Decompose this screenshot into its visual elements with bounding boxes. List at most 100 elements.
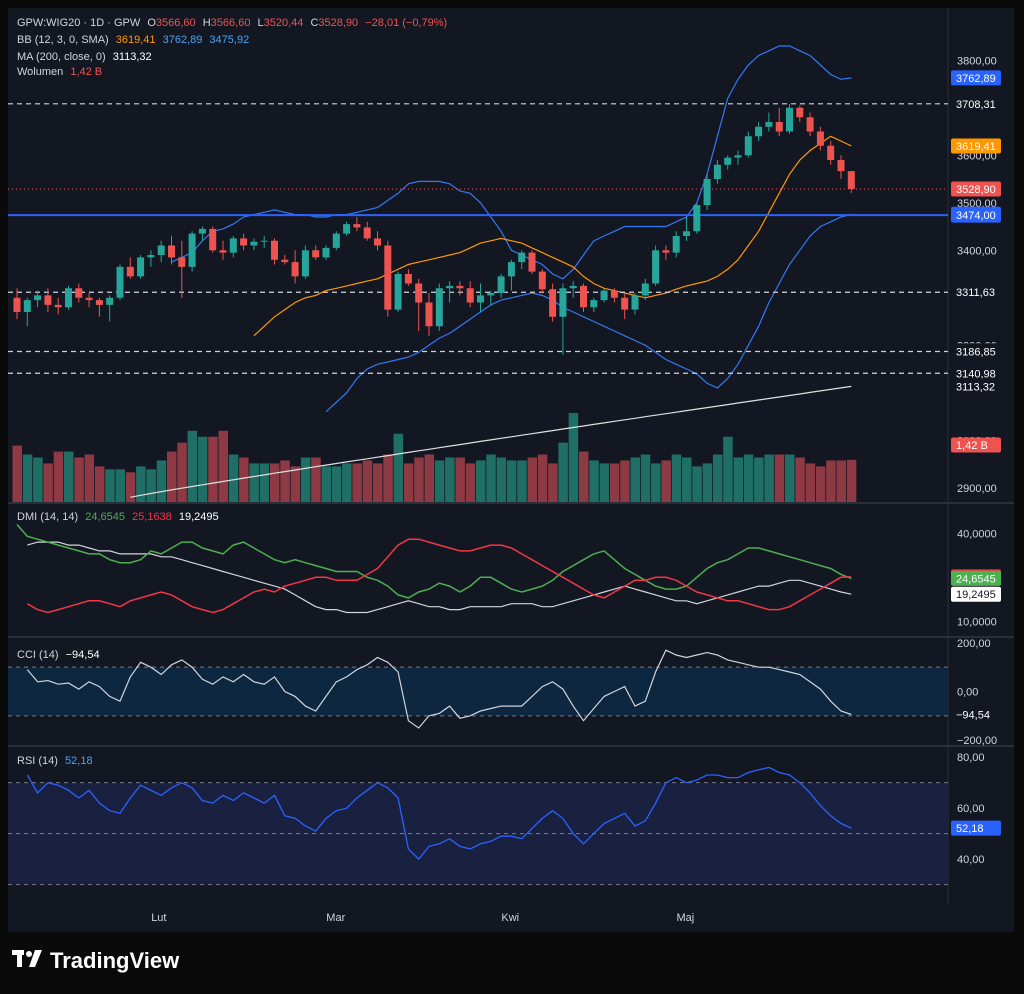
volume-bar — [589, 460, 599, 502]
volume-bar — [22, 454, 33, 502]
volume-bar — [94, 466, 105, 502]
price-badge: 3474,00 — [956, 210, 996, 222]
dmi-adx-value: 19,2495 — [178, 511, 219, 523]
candle-body — [744, 136, 752, 156]
cci-legend[interactable]: CCI (14) −94,54 — [17, 649, 104, 661]
volume-bar — [331, 466, 342, 502]
volume-bar — [630, 457, 640, 502]
dmi-badge: 19,2495 — [956, 589, 996, 601]
dmi-adx-line — [27, 541, 852, 614]
volume-bar — [496, 457, 507, 502]
ma-label: MA (200, close, 0) — [17, 51, 106, 63]
candle-body — [312, 250, 320, 258]
dmi-badge-bg — [951, 586, 1001, 602]
candle-body — [631, 295, 639, 310]
candle-body — [466, 288, 474, 303]
bb-legend[interactable]: BB (12, 3, 0, SMA) 3619,41 3762,89 3475,… — [17, 34, 253, 46]
cci-band — [8, 667, 948, 716]
bb-upper-line — [171, 45, 852, 280]
volume-bar — [671, 454, 682, 502]
volume-bar — [362, 460, 373, 502]
candle-body — [796, 107, 804, 118]
price-badge: 3140,98 — [956, 368, 996, 380]
dmi-legend[interactable]: DMI (14, 14) 24,6545 25,1638 19,2495 — [17, 511, 223, 523]
volume-bar — [373, 463, 383, 502]
volume-bar — [125, 472, 136, 502]
volume-bar — [754, 457, 764, 502]
rsi-tick-label: 40,00 — [957, 854, 985, 866]
candle-body — [343, 224, 351, 234]
volume-bar — [599, 463, 610, 502]
candle-body — [549, 289, 557, 317]
volume-bar — [290, 466, 301, 502]
dmi-minus-line — [26, 538, 852, 614]
ma-legend[interactable]: MA (200, close, 0) 3113,32 — [17, 51, 156, 63]
bb-upper-value: 3762,89 — [162, 34, 203, 46]
volume-bar — [805, 463, 816, 502]
branding-footer[interactable]: TradingView — [12, 948, 179, 974]
volume-bar — [712, 454, 723, 502]
candle-body — [415, 283, 423, 303]
bb-label: BB (12, 3, 0, SMA) — [17, 34, 109, 46]
volume-bar — [187, 430, 198, 502]
volume-bar — [259, 463, 270, 502]
symbol-label[interactable]: GPW:WIG20 · 1D · GPW — [17, 17, 141, 29]
cci-line — [26, 649, 852, 729]
volume-bar — [167, 451, 177, 502]
ma200-line — [130, 385, 852, 498]
candle-body — [322, 247, 330, 258]
candle-body — [363, 227, 371, 239]
bb-lower-line — [325, 213, 852, 413]
volume-bar — [527, 457, 537, 502]
candle-body — [559, 288, 567, 317]
price-badge: 3762,89 — [956, 73, 996, 85]
volume-bar — [774, 454, 785, 502]
dmi-minus-value: 25,1638 — [132, 511, 172, 523]
branding-name: TradingView — [50, 948, 180, 973]
dmi-label: DMI (14, 14) — [17, 511, 79, 523]
bb-basis-line — [253, 135, 852, 337]
volume-bar — [445, 457, 455, 502]
rsi-value: 52,18 — [65, 755, 93, 767]
volume-bar — [177, 442, 187, 502]
candle-body — [44, 295, 52, 305]
candle-body — [168, 245, 175, 258]
candle-body — [126, 266, 134, 277]
bb-lower-value: 3475,92 — [209, 34, 250, 46]
volume-bar — [74, 457, 84, 502]
price-tick-label: 3400,00 — [957, 245, 997, 257]
volume-bar — [136, 466, 146, 502]
candle-body — [209, 228, 217, 251]
price-badge-bg — [951, 70, 1001, 86]
candle-body — [734, 155, 742, 158]
cci-badge-bg — [950, 706, 1002, 723]
volume-bar — [208, 436, 218, 502]
candle-body — [281, 259, 289, 263]
volume-bar — [321, 466, 331, 502]
candle-body — [641, 283, 649, 296]
candle-body — [229, 238, 237, 253]
price-badge: 3528,90 — [956, 184, 996, 196]
volume-bar — [280, 460, 290, 502]
candle-body — [394, 274, 402, 310]
volume-bar — [33, 457, 43, 502]
volume-bar — [764, 454, 774, 502]
dmi-badge-bg — [951, 570, 1001, 586]
candle-body — [384, 245, 392, 310]
candle-body — [106, 297, 114, 305]
candle-body — [672, 236, 680, 253]
volume-legend[interactable]: Wolumen 1,42 B — [17, 66, 106, 78]
volume-bar — [455, 457, 465, 502]
rsi-badge: 52,18 — [956, 823, 984, 835]
volume-bar — [270, 463, 280, 502]
candle-body — [65, 288, 72, 308]
candle-body — [590, 300, 598, 308]
rsi-legend[interactable]: RSI (14) 52,18 — [17, 755, 97, 767]
candle-body — [816, 131, 824, 146]
volume-bar — [249, 463, 259, 502]
candle-body — [610, 290, 618, 298]
volume-value: 1,42 B — [70, 66, 103, 78]
price-badge-bg — [951, 437, 1001, 453]
volume-bar — [620, 460, 630, 502]
